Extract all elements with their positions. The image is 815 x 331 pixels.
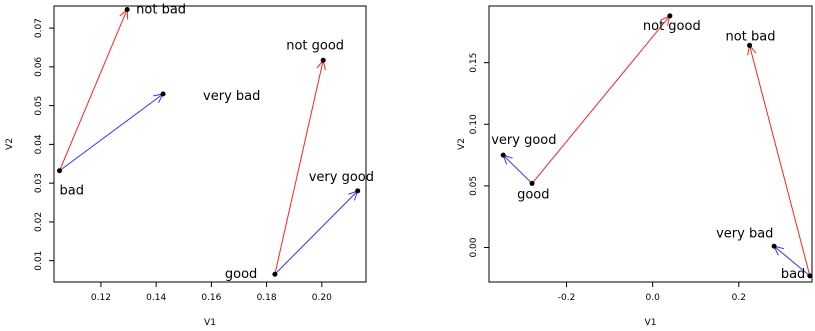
arrow-shaft	[773, 245, 811, 277]
point-label: not good	[286, 38, 344, 53]
data-point	[160, 91, 166, 97]
x-tick-label: -0.2	[558, 293, 576, 303]
y-tick-label: 0.03	[34, 173, 44, 193]
point-label: very good	[309, 170, 374, 185]
x-tick-label: 0.20	[312, 293, 332, 303]
point-label: bad	[60, 184, 84, 199]
data-point	[500, 152, 506, 158]
data-point	[355, 188, 361, 194]
x-tick-label: 0.14	[146, 293, 166, 303]
point-label: very bad	[716, 226, 773, 241]
arrow-shaft	[59, 93, 164, 172]
y-tick-label: 0.05	[34, 96, 44, 116]
data-point	[807, 273, 813, 279]
x-axis-title: V1	[204, 318, 216, 328]
y-tick-label: 0.05	[469, 176, 479, 196]
chart-panel-1: 0.12 0.14 0.16 0.18 0.20 0.01 0.02 0.03 0.04 0.05…	[5, 2, 374, 328]
data-point	[57, 168, 63, 174]
data-point	[529, 180, 535, 186]
y-tick-label: 0.07	[34, 18, 44, 38]
point-label: not good	[643, 19, 701, 34]
data-point	[272, 271, 278, 277]
data-point	[747, 42, 753, 48]
point-label: good	[517, 187, 549, 202]
y-tick-label: 0.02	[34, 212, 44, 232]
data-point	[124, 6, 130, 12]
data-point	[320, 57, 326, 63]
data-point	[667, 13, 673, 19]
y-axis-title: V2	[457, 138, 467, 150]
y-tick-label: 0.10	[469, 114, 479, 134]
x-tick-label: 0.12	[91, 293, 111, 303]
x-tick-label: 0.16	[201, 293, 221, 303]
y-axis-title: V2	[5, 138, 15, 150]
x-tick-label: 0.18	[257, 293, 277, 303]
arrow-shaft	[274, 190, 359, 275]
y-tick-label: 0.06	[34, 57, 44, 77]
point-label: bad	[781, 267, 805, 282]
point-label: very bad	[203, 89, 260, 104]
point-label: not bad	[136, 2, 186, 17]
point-label: not bad	[726, 29, 776, 44]
plot-frame	[488, 5, 813, 283]
x-axis-title: V1	[645, 318, 657, 328]
arrow-shaft	[531, 15, 671, 184]
arrow-shaft	[749, 45, 811, 276]
y-tick-label: 0.04	[34, 134, 44, 154]
arrow-shaft	[274, 60, 324, 275]
x-tick-label: 0.0	[645, 293, 660, 303]
y-tick-label: 0.00	[469, 237, 479, 257]
point-label: very good	[491, 133, 556, 148]
arrow-shaft	[502, 154, 533, 184]
x-tick-label: 0.2	[732, 293, 746, 303]
y-tick-label: 0.01	[34, 251, 44, 271]
arrow-shaft	[59, 9, 128, 171]
data-point	[771, 243, 777, 249]
point-label: good	[225, 267, 257, 282]
y-tick-label: 0.15	[469, 53, 479, 73]
chart-panel-2: -0.2 0.0 0.2 0.00 0.05 0.10 0.15 V1 V2 not good no…	[457, 5, 813, 328]
